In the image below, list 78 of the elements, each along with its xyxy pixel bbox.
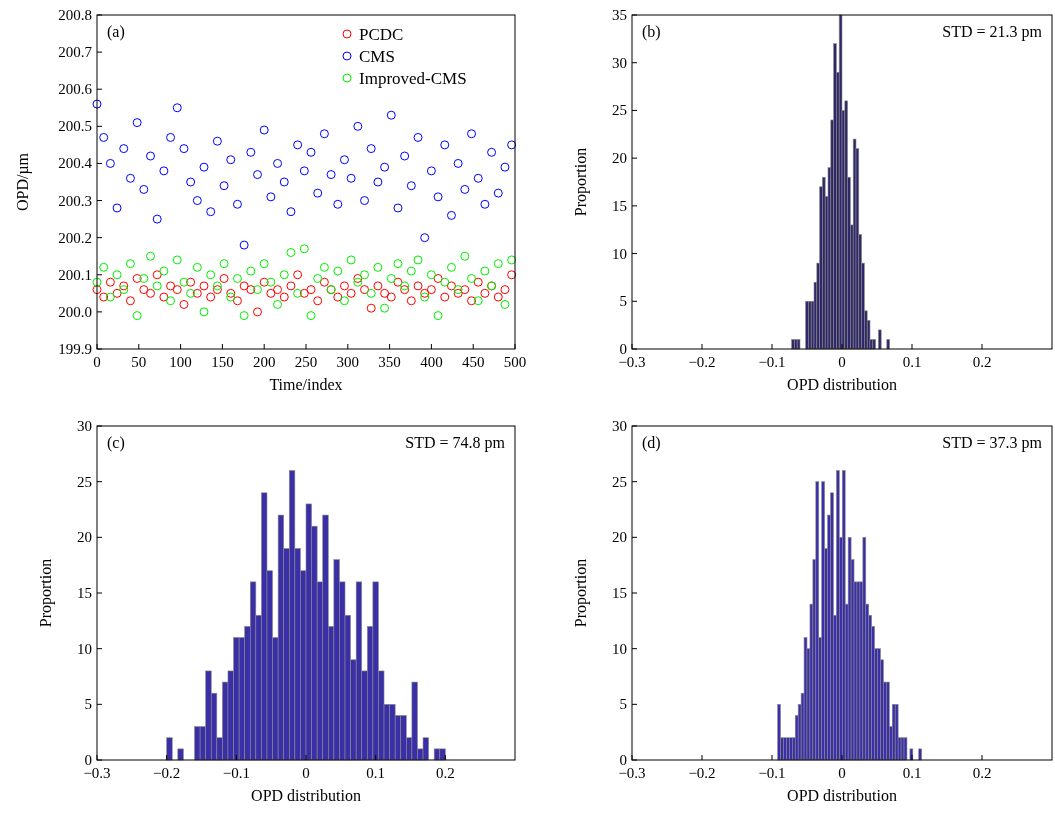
x-tick-label: 0.1 — [366, 765, 386, 781]
annotation: (c) — [107, 434, 125, 452]
y-tick-label: 15 — [77, 585, 92, 601]
y-tick-label: 15 — [612, 197, 627, 214]
x-tick-label: 0 — [838, 354, 846, 370]
x-tick-label: 100 — [169, 354, 192, 370]
y-tick-label: 200.5 — [58, 118, 92, 135]
x-tick-label: −0.2 — [153, 765, 181, 781]
y-tick-label: 200.4 — [58, 155, 93, 172]
y-tick-label: 10 — [612, 245, 627, 262]
y-tick-label: 200.6 — [58, 81, 93, 98]
x-tick-label: 300 — [336, 354, 360, 370]
x-tick-label: −0.2 — [688, 354, 716, 370]
annotation: STD = 21.3 pm — [942, 23, 1043, 41]
x-tick-label: 0.2 — [435, 765, 455, 781]
y-tick-label: 30 — [612, 418, 627, 434]
y-axis-title: Proportion — [572, 558, 590, 628]
legend-label: CMS — [359, 47, 395, 66]
y-tick-label: 200.2 — [58, 229, 92, 246]
y-tick-label: 10 — [77, 640, 92, 657]
x-tick-label: −0.3 — [618, 765, 646, 781]
y-tick-label: 5 — [619, 696, 627, 713]
y-tick-label: 10 — [612, 640, 627, 657]
x-axis-title: OPD distribution — [787, 787, 897, 804]
x-tick-label: −0.1 — [222, 765, 250, 781]
x-axis-title: OPD distribution — [787, 376, 897, 393]
x-tick-label: −0.3 — [618, 354, 646, 370]
y-tick-label: 25 — [612, 102, 627, 119]
x-axis-title: Time/index — [269, 376, 343, 393]
x-tick-label: 450 — [461, 354, 485, 370]
x-tick-label: 200 — [252, 354, 276, 370]
y-tick-label: 20 — [612, 529, 627, 546]
x-tick-label: −0.2 — [688, 765, 716, 781]
y-axis-title: Proportion — [572, 147, 590, 217]
y-tick-label: 5 — [84, 696, 92, 713]
x-tick-label: 50 — [131, 354, 147, 370]
y-tick-label: 0 — [84, 752, 92, 768]
legend-label: PCDC — [359, 25, 404, 44]
y-tick-label: 0 — [619, 341, 627, 357]
y-axis-title: OPD/µm — [14, 152, 32, 212]
x-tick-label: −0.1 — [758, 765, 786, 781]
x-tick-label: 0.1 — [902, 354, 922, 370]
y-tick-label: 200.7 — [58, 44, 93, 61]
y-tick-label: 5 — [619, 293, 627, 310]
x-tick-label: 0.1 — [902, 765, 922, 781]
annotation: (b) — [642, 23, 661, 41]
y-tick-label: 20 — [77, 529, 92, 546]
y-tick-label: 199.9 — [58, 341, 92, 357]
y-tick-label: 20 — [612, 150, 627, 167]
x-tick-label: 350 — [378, 354, 401, 370]
y-tick-label: 200.8 — [58, 7, 92, 23]
legend-label: Improved-CMS — [359, 69, 467, 88]
annotation: STD = 74.8 pm — [405, 434, 506, 452]
y-tick-label: 30 — [77, 418, 92, 434]
y-tick-label: 25 — [612, 473, 627, 490]
y-tick-label: 200.1 — [58, 266, 92, 283]
annotation: STD = 37.3 pm — [942, 434, 1043, 452]
y-tick-label: 25 — [77, 473, 92, 490]
y-tick-label: 200.0 — [58, 303, 92, 320]
x-tick-label: 0 — [838, 765, 846, 781]
x-tick-label: 400 — [420, 354, 443, 370]
x-axis-title: OPD distribution — [251, 787, 361, 804]
y-axis-title: Proportion — [37, 558, 55, 628]
y-tick-label: 200.3 — [58, 192, 92, 209]
y-tick-label: 0 — [619, 752, 627, 768]
annotation: (d) — [642, 434, 661, 452]
x-tick-label: 500 — [503, 354, 527, 370]
x-tick-label: 0.2 — [972, 765, 992, 781]
y-tick-label: 35 — [612, 7, 627, 23]
annotation: (a) — [107, 23, 125, 41]
x-tick-label: 250 — [294, 354, 318, 370]
x-tick-label: 0 — [302, 765, 310, 781]
y-tick-label: 30 — [612, 54, 627, 71]
x-tick-label: −0.3 — [83, 765, 111, 781]
x-tick-label: −0.1 — [758, 354, 786, 370]
x-tick-label: 150 — [211, 354, 234, 370]
x-tick-label: 0.2 — [972, 354, 992, 370]
y-tick-label: 15 — [612, 585, 627, 601]
